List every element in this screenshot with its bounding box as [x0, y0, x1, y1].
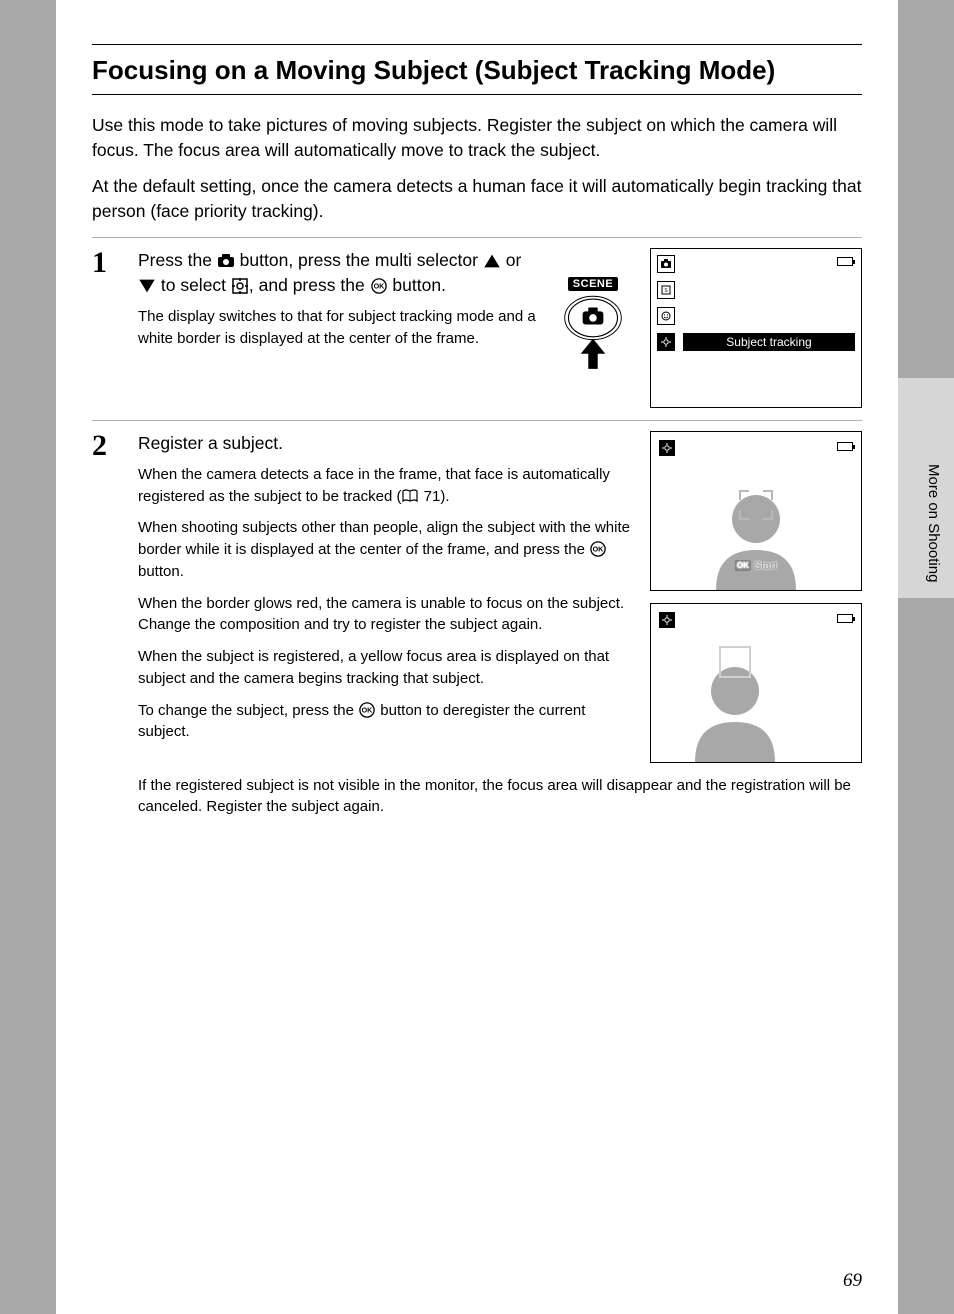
- start-label: Start: [754, 560, 777, 572]
- camera-menu-screen: S Subject tracking: [650, 248, 862, 408]
- step-2-p6: If the registered subject is not visible…: [138, 775, 862, 819]
- step-2-p1: When the camera detects a face in the fr…: [138, 464, 632, 508]
- step-2-figures: OK Start: [650, 431, 862, 775]
- step-2-p4: When the subject is registered, a yellow…: [138, 646, 632, 690]
- tracking-mode-icon: [659, 440, 675, 456]
- text: button.: [138, 563, 184, 580]
- text: button.: [388, 275, 446, 295]
- svg-text:S: S: [664, 288, 668, 294]
- step-number: 1: [92, 248, 126, 408]
- scene-dial-figure: SCENE: [554, 274, 632, 372]
- camera-icon: [217, 253, 235, 269]
- intro-paragraph-2: At the default setting, once the camera …: [92, 174, 862, 225]
- step-1-heading: Press the button, press the multi select…: [138, 248, 536, 299]
- intro-block: Use this mode to take pictures of moving…: [92, 113, 862, 225]
- text: When shooting subjects other than people…: [138, 519, 630, 558]
- text: When the camera detects a face in the fr…: [138, 466, 610, 505]
- page-number: 69: [843, 1270, 862, 1292]
- text: , and press the: [249, 275, 370, 295]
- text: Press the: [138, 250, 217, 270]
- text: button, press the multi selector: [235, 250, 483, 270]
- ok-button-icon: OK: [358, 702, 376, 718]
- title-rule-top: [92, 44, 862, 45]
- text: 71).: [419, 488, 449, 505]
- text: or: [501, 250, 521, 270]
- ok-start-hint: OK Start: [735, 560, 777, 572]
- divider: [92, 237, 862, 238]
- divider: [92, 420, 862, 421]
- text: To change the subject, press the: [138, 702, 358, 719]
- step-1-subtext: The display switches to that for subject…: [138, 306, 536, 350]
- step-2-heading: Register a subject.: [138, 431, 632, 456]
- focus-brackets: [739, 490, 773, 520]
- menu-tracking-icon: [657, 333, 675, 351]
- mode-dial-icon: [560, 294, 626, 372]
- tracking-start-screen: OK Start: [650, 431, 862, 591]
- menu-screen-figure: S Subject tracking: [650, 248, 862, 408]
- svg-text:OK: OK: [373, 283, 385, 291]
- menu-scene-icon: S: [657, 281, 675, 299]
- step-2-p2: When shooting subjects other than people…: [138, 517, 632, 582]
- focus-box: [719, 646, 751, 678]
- scene-label: SCENE: [568, 277, 618, 291]
- tracking-registered-screen: [650, 603, 862, 763]
- battery-icon: [837, 442, 853, 451]
- title-rule-bottom: [92, 94, 862, 95]
- ok-button-icon: OK: [589, 541, 607, 557]
- step-2: 2 Register a subject. When the camera de…: [92, 431, 862, 829]
- svg-text:OK: OK: [362, 706, 374, 714]
- step-1: 1 Press the button, press the multi sele…: [92, 248, 862, 408]
- intro-paragraph-1: Use this mode to take pictures of moving…: [92, 113, 862, 164]
- step-2-p5: To change the subject, press the OK butt…: [138, 700, 632, 744]
- tracking-mode-icon: [659, 612, 675, 628]
- step-2-p3: When the border glows red, the camera is…: [138, 593, 632, 637]
- battery-icon: [837, 257, 853, 266]
- menu-icons-column: S: [657, 255, 675, 351]
- menu-selection-bar: Subject tracking: [683, 333, 855, 351]
- battery-icon: [837, 614, 853, 623]
- up-triangle-icon: [483, 253, 501, 269]
- ok-button-icon: OK: [370, 278, 388, 294]
- page-ref-icon: [401, 488, 419, 504]
- down-triangle-icon: [138, 278, 156, 294]
- step-number: 2: [92, 431, 126, 829]
- ok-badge: OK: [735, 560, 751, 571]
- text: to select: [156, 275, 231, 295]
- menu-auto-icon: [657, 255, 675, 273]
- menu-smile-icon: [657, 307, 675, 325]
- manual-page: More on Shooting Focusing on a Moving Su…: [56, 0, 898, 1314]
- page-title: Focusing on a Moving Subject (Subject Tr…: [92, 55, 862, 86]
- subject-tracking-icon: [231, 278, 249, 294]
- svg-text:OK: OK: [593, 546, 605, 554]
- section-label: More on Shooting: [925, 464, 942, 582]
